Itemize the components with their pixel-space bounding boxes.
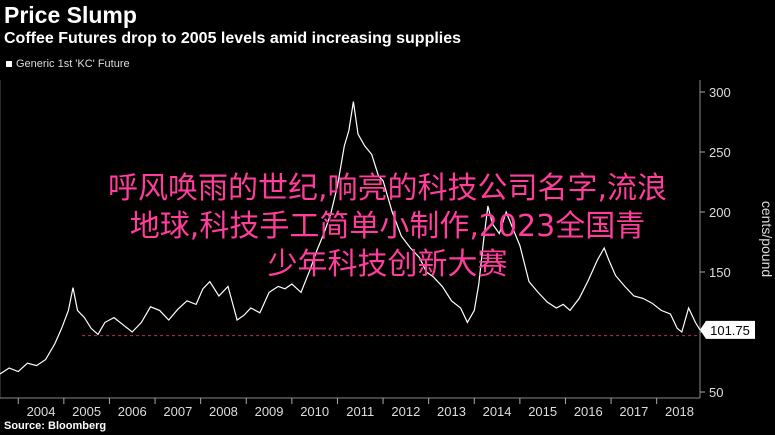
x-tick-label: 2010 <box>300 404 329 419</box>
x-tick-label: 2012 <box>391 404 420 419</box>
y-tick-label: 50 <box>709 385 723 400</box>
price-series-line <box>0 101 701 375</box>
legend: Generic 1st 'KC' Future <box>6 58 130 70</box>
chart-subtitle: Coffee Futures drop to 2005 levels amid … <box>4 30 462 47</box>
legend-label: Generic 1st 'KC' Future <box>16 58 130 70</box>
x-tick-label: 2006 <box>118 404 147 419</box>
y-tick-label: 300 <box>709 85 731 100</box>
x-tick-label: 2008 <box>209 404 238 419</box>
y-tick-label: 150 <box>709 265 731 280</box>
source-note: Source: Bloomberg <box>4 420 107 432</box>
x-tick-label: 2018 <box>665 404 694 419</box>
x-tick-label: 2016 <box>574 404 603 419</box>
x-tick-label: 2005 <box>72 404 101 419</box>
x-tick-label: 2017 <box>619 404 648 419</box>
x-tick-label: 2015 <box>528 404 557 419</box>
y-tick-label: 250 <box>709 145 731 160</box>
x-tick-label: 2004 <box>27 404 56 419</box>
x-tick-label: 2011 <box>346 404 374 419</box>
y-tick-label: 200 <box>709 205 731 220</box>
last-value-label: 101.75 <box>710 323 750 338</box>
last-value-box <box>700 320 755 339</box>
chart-title: Price Slump <box>4 2 137 28</box>
x-tick-label: 2009 <box>255 404 284 419</box>
x-tick-label: 2007 <box>163 404 192 419</box>
x-tick-label: 2013 <box>437 404 466 419</box>
x-tick-label: 2014 <box>483 404 512 419</box>
y-axis-label: cents/pound <box>759 201 775 277</box>
legend-swatch <box>6 61 12 68</box>
